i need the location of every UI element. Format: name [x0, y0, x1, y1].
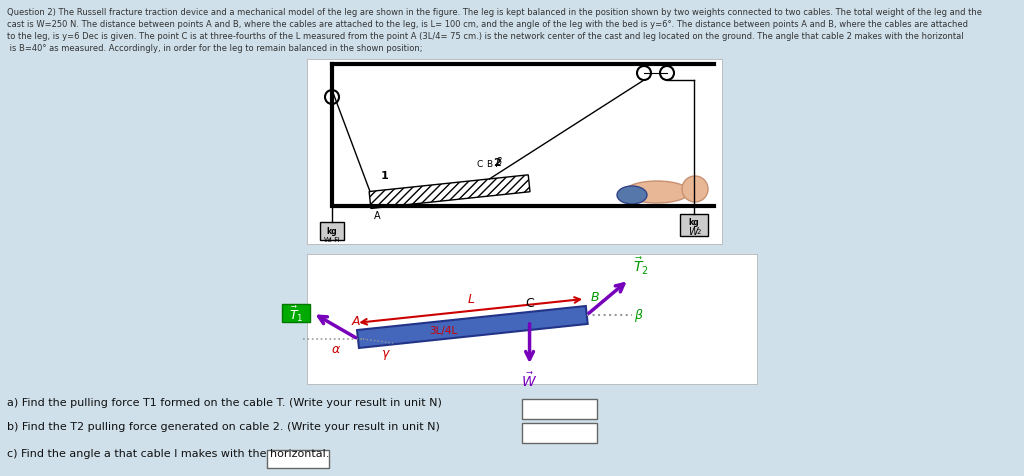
Text: Wi-Fi: Wi-Fi — [324, 237, 340, 242]
Bar — [321, 223, 344, 240]
Bar — [522, 423, 597, 443]
Text: C: C — [525, 297, 534, 309]
Text: 3L/4L: 3L/4L — [430, 325, 458, 335]
Polygon shape — [357, 307, 588, 348]
Text: $\vec{T}_2$: $\vec{T}_2$ — [633, 255, 649, 276]
Text: $\beta$: $\beta$ — [496, 155, 504, 169]
Text: kg: kg — [689, 218, 699, 227]
Text: to the leg, is y=6 Dec is given. The point C is at three-fourths of the L measur: to the leg, is y=6 Dec is given. The poi… — [7, 32, 964, 41]
Polygon shape — [369, 176, 530, 209]
Bar — [522, 399, 597, 419]
Text: 2: 2 — [696, 228, 701, 235]
Bar — [680, 215, 708, 237]
FancyBboxPatch shape — [282, 304, 310, 322]
Text: 1: 1 — [381, 170, 389, 180]
Bar — [307, 60, 722, 245]
Text: cast is W=250 N. The distance between points A and B, where the cables are attac: cast is W=250 N. The distance between po… — [7, 20, 968, 29]
Circle shape — [682, 177, 708, 203]
Text: B: B — [486, 160, 493, 169]
Text: $\vec{T}_1$: $\vec{T}_1$ — [289, 304, 303, 323]
Text: C: C — [476, 160, 482, 169]
Text: Question 2) The Russell fracture traction device and a mechanical model of the l: Question 2) The Russell fracture tractio… — [7, 8, 982, 17]
Text: $\gamma$: $\gamma$ — [381, 347, 391, 361]
Text: $\alpha$: $\alpha$ — [331, 342, 341, 355]
Ellipse shape — [625, 182, 689, 204]
Bar — [307, 255, 757, 384]
Text: is B=40° as measured. Accordingly, in order for the leg to remain balanced in th: is B=40° as measured. Accordingly, in or… — [7, 44, 423, 53]
Text: a) Find the pulling force T1 formed on the cable T. (Write your result in unit N: a) Find the pulling force T1 formed on t… — [7, 397, 442, 407]
Text: A: A — [374, 210, 381, 220]
Ellipse shape — [617, 187, 647, 205]
Text: A: A — [352, 314, 360, 327]
Text: $\vec{W}$: $\vec{W}$ — [521, 370, 538, 389]
Text: $\beta$: $\beta$ — [634, 307, 643, 324]
Text: c) Find the angle a that cable I makes with the horizontal.: c) Find the angle a that cable I makes w… — [7, 448, 330, 458]
Text: L: L — [467, 292, 474, 305]
Text: 2: 2 — [494, 158, 501, 168]
Bar — [267, 450, 329, 468]
Text: W: W — [688, 227, 697, 237]
Text: kg: kg — [327, 227, 337, 236]
Text: B: B — [591, 290, 599, 303]
Text: b) Find the T2 pulling force generated on cable 2. (Write your result in unit N): b) Find the T2 pulling force generated o… — [7, 421, 440, 431]
